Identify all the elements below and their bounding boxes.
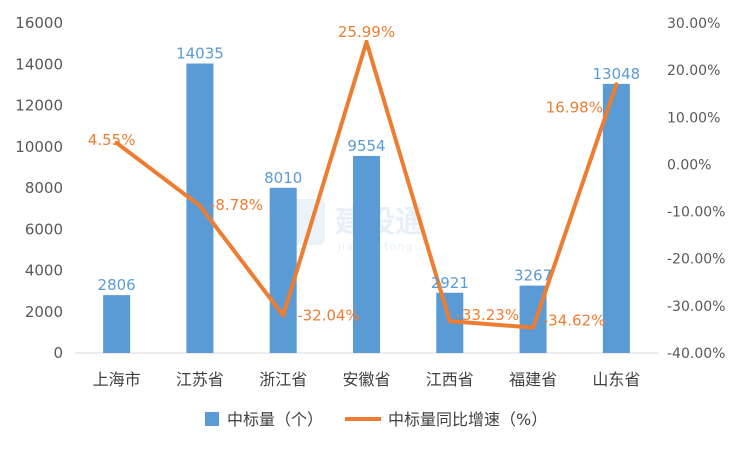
bar-data-label: 3267 — [514, 267, 552, 285]
y-left-tick-label: 10000 — [15, 138, 63, 156]
y-left-tick-label: 2000 — [25, 303, 63, 321]
y-right-tick-label: 20.00% — [667, 63, 720, 79]
line-data-label: 16.98% — [546, 98, 603, 116]
y-right-tick-label: -30.00% — [667, 299, 725, 315]
bar-data-label: 13048 — [592, 65, 640, 83]
line-data-label: 25.99% — [338, 23, 395, 41]
line-data-label: -33.23% — [456, 306, 519, 324]
x-tick-label: 上海市 — [93, 370, 141, 389]
bar — [602, 83, 630, 353]
bar-data-label: 14035 — [176, 45, 224, 63]
axes: 0 2000 4000 6000 8000 10000 12000 14000 16000 30.… — [15, 14, 725, 389]
y-left-tick-label: 14000 — [15, 55, 63, 73]
bar — [103, 295, 131, 353]
y-left-tick-label: 4000 — [25, 262, 63, 280]
line-point — [531, 325, 536, 330]
line-data-label: -32.04% — [297, 306, 360, 324]
legend: 中标量（个） 中标量同比增速（%） — [205, 410, 547, 429]
legend-bar-label: 中标量（个） — [227, 410, 323, 429]
bar — [269, 187, 297, 353]
legend-line-label: 中标量同比增速（%） — [388, 410, 547, 429]
y-right-tick-label: -40.00% — [667, 346, 725, 362]
line-data-label: -34.62% — [543, 312, 606, 330]
y-left-tick-label: 16000 — [15, 14, 63, 32]
bar-data-label: 8010 — [264, 169, 302, 187]
line-series — [114, 39, 619, 330]
line-point — [281, 313, 286, 318]
line-point — [447, 319, 452, 324]
y-right-tick-label: -20.00% — [667, 252, 725, 268]
line-point — [197, 203, 202, 208]
line-data-label: -8.78% — [210, 196, 263, 214]
x-tick-label: 浙江省 — [259, 370, 307, 389]
y-left-tick-label: 6000 — [25, 220, 63, 238]
line-data-label: 4.55% — [88, 131, 136, 149]
y-right-tick-label: 10.00% — [667, 110, 720, 126]
y-left-tick-label: 0 — [53, 344, 63, 362]
line-point — [364, 39, 369, 44]
bar-data-label: 2921 — [431, 274, 469, 292]
y-right-tick-label: 30.00% — [667, 16, 720, 32]
y-right-tick-label: 0.00% — [667, 157, 711, 173]
x-tick-label: 江西省 — [426, 370, 474, 389]
y-left-tick-label: 8000 — [25, 179, 63, 197]
data-labels: 2806 14035 8010 9554 2921 3267 13048 4.55% -8.78… — [88, 23, 640, 330]
x-tick-label: 江苏省 — [176, 370, 224, 389]
bar-data-label: 2806 — [98, 276, 136, 294]
line-point — [114, 140, 119, 145]
x-tick-label: 福建省 — [509, 370, 557, 389]
legend-bar-swatch — [205, 412, 219, 426]
y-right-tick-label: -10.00% — [667, 205, 725, 221]
y-left-tick-label: 12000 — [15, 97, 63, 115]
bar-data-label: 9554 — [347, 137, 385, 155]
watermark: 建设通jianshetong — [279, 199, 425, 253]
bar — [353, 155, 380, 353]
line-point — [614, 82, 619, 87]
x-tick-label: 山东省 — [592, 370, 640, 389]
x-tick-label: 安徽省 — [342, 370, 390, 389]
